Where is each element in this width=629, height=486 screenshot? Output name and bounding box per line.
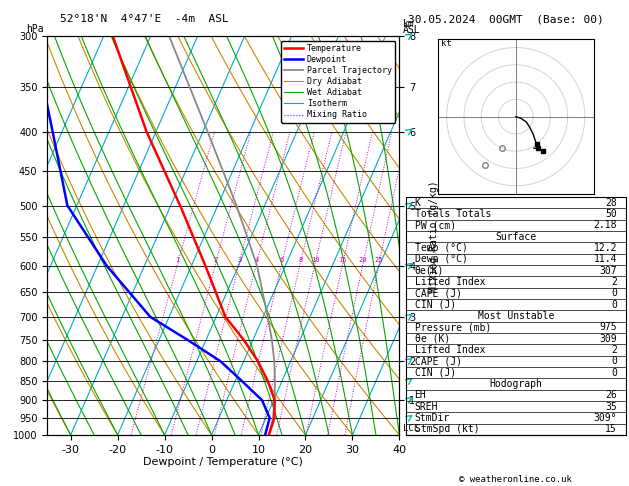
Text: Pressure (mb): Pressure (mb) [415,322,491,332]
Text: 6: 6 [280,257,284,263]
Text: Most Unstable: Most Unstable [477,311,554,321]
Text: CIN (J): CIN (J) [415,367,455,378]
Text: CAPE (J): CAPE (J) [415,356,462,366]
Text: 11.4: 11.4 [594,254,617,264]
Text: 15: 15 [605,424,617,434]
Text: © weatheronline.co.uk: © weatheronline.co.uk [459,474,572,484]
Text: StmDir: StmDir [415,413,450,423]
Text: 15: 15 [338,257,347,263]
Text: 2: 2 [611,277,617,287]
Text: 309: 309 [599,333,617,344]
Text: Dewp (°C): Dewp (°C) [415,254,467,264]
Text: PW (cm): PW (cm) [415,220,455,230]
Text: 975: 975 [599,322,617,332]
Legend: Temperature, Dewpoint, Parcel Trajectory, Dry Adiabat, Wet Adiabat, Isotherm, Mi: Temperature, Dewpoint, Parcel Trajectory… [281,41,395,123]
Text: 3: 3 [237,257,242,263]
Text: 0: 0 [611,356,617,366]
Text: CIN (J): CIN (J) [415,299,455,310]
Text: 35: 35 [605,401,617,412]
Text: Lifted Index: Lifted Index [415,345,485,355]
Text: Totals Totals: Totals Totals [415,209,491,219]
Text: 0: 0 [611,299,617,310]
Text: 26: 26 [605,390,617,400]
Text: Hodograph: Hodograph [489,379,542,389]
Text: 50: 50 [605,209,617,219]
Text: hPa: hPa [26,24,44,34]
Text: SREH: SREH [415,401,438,412]
Text: 12.2: 12.2 [594,243,617,253]
Text: 307: 307 [599,265,617,276]
Text: 1: 1 [175,257,180,263]
Text: 30.05.2024  00GMT  (Base: 00): 30.05.2024 00GMT (Base: 00) [408,14,603,24]
Text: LCL: LCL [403,424,419,433]
Text: 2: 2 [611,345,617,355]
Text: 0: 0 [611,288,617,298]
Text: Surface: Surface [495,231,537,242]
Text: θe (K): θe (K) [415,333,450,344]
Text: 309°: 309° [594,413,617,423]
Text: kt: kt [442,39,452,48]
Text: Mixing Ratio (g/kg): Mixing Ratio (g/kg) [429,180,439,292]
Text: 10: 10 [311,257,320,263]
Text: 52°18'N  4°47'E  -4m  ASL: 52°18'N 4°47'E -4m ASL [60,14,228,24]
Text: ASL: ASL [403,25,420,35]
Text: 4: 4 [255,257,259,263]
Text: 8: 8 [298,257,303,263]
Text: 20: 20 [359,257,367,263]
Text: EH: EH [415,390,426,400]
Text: 2.18: 2.18 [594,220,617,230]
Text: θe(K): θe(K) [415,265,444,276]
Text: 2: 2 [214,257,218,263]
Text: 25: 25 [375,257,384,263]
Text: Lifted Index: Lifted Index [415,277,485,287]
Text: Temp (°C): Temp (°C) [415,243,467,253]
Text: 0: 0 [611,367,617,378]
Text: km: km [403,19,415,29]
Text: K: K [415,197,420,208]
Text: 28: 28 [605,197,617,208]
X-axis label: Dewpoint / Temperature (°C): Dewpoint / Temperature (°C) [143,457,303,468]
Text: CAPE (J): CAPE (J) [415,288,462,298]
Text: StmSpd (kt): StmSpd (kt) [415,424,479,434]
